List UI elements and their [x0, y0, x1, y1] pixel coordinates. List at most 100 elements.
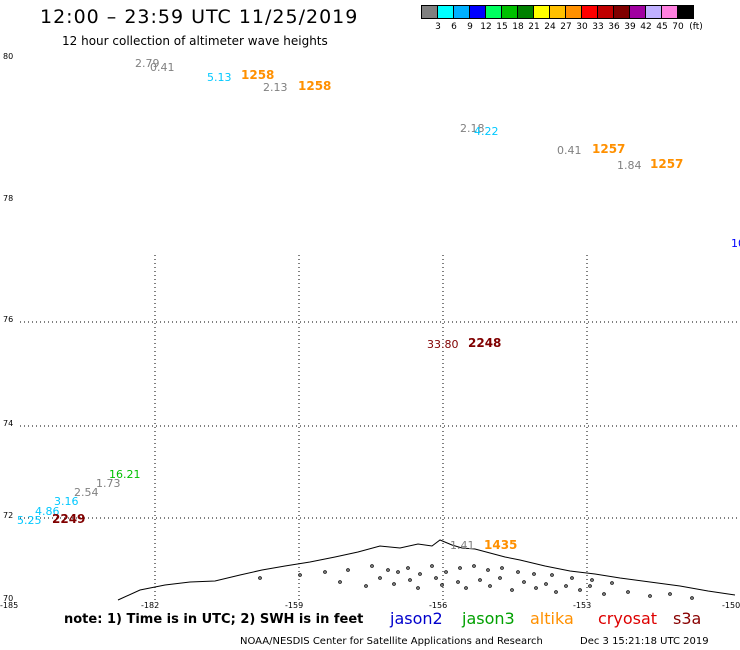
pass-time-label: 1258 — [298, 79, 332, 93]
lake-mark — [550, 573, 554, 577]
longitude-label: -185 — [0, 601, 19, 610]
legend-label: 33 — [592, 22, 604, 32]
lake-mark — [416, 586, 420, 590]
coastal-lakes — [258, 564, 694, 600]
legend-label: 27 — [560, 22, 572, 32]
lake-mark — [522, 580, 526, 584]
latitude-label: 72 — [3, 511, 14, 520]
latitude-label: 78 — [3, 194, 14, 203]
latitude-label: 74 — [3, 419, 14, 428]
legend-swatch — [677, 5, 694, 19]
legend-label: 24 — [544, 22, 556, 32]
satellite-name: jason3 — [462, 609, 515, 628]
lake-mark — [386, 568, 390, 572]
lake-mark — [434, 576, 438, 580]
lake-mark — [510, 588, 514, 592]
lake-mark — [602, 592, 606, 596]
wave-height-value: 2.18 — [460, 122, 485, 135]
wave-height-value: 2.79 — [135, 57, 160, 70]
lake-mark — [648, 594, 652, 598]
lake-mark — [396, 570, 400, 574]
footer-timestamp: Dec 3 15:21:18 UTC 2019 — [580, 636, 709, 647]
pass-time-label: 1435 — [484, 538, 518, 552]
pass-time-label: 2249 — [52, 512, 86, 526]
legend-label: 21 — [528, 22, 540, 32]
longitude-label: -182 — [141, 601, 160, 610]
lake-mark — [406, 566, 410, 570]
wave-height-value: 2.54 — [74, 486, 99, 499]
wave-height-value: 4.22 — [474, 125, 499, 138]
lake-mark — [464, 586, 468, 590]
lake-mark — [532, 572, 536, 576]
lake-mark — [588, 584, 592, 588]
lake-mark — [534, 586, 538, 590]
lake-mark — [370, 564, 374, 568]
lake-mark — [478, 578, 482, 582]
lake-mark — [323, 570, 327, 574]
map-title: 12:00 – 23:59 UTC 11/25/2019 — [40, 6, 359, 28]
longitude-label: -159 — [285, 601, 304, 610]
lat-lon-grid — [20, 255, 740, 600]
wave-height-value: 5.25 — [17, 514, 42, 527]
footer-credit: NOAA/NESDIS Center for Satellite Applica… — [240, 636, 543, 647]
wave-height-value: 16.21 — [109, 468, 141, 481]
legend-label: 12 — [480, 22, 492, 32]
lake-mark — [486, 568, 490, 572]
lake-mark — [378, 576, 382, 580]
lake-mark — [364, 584, 368, 588]
wave-height-value: 5.13 — [207, 71, 232, 84]
satellite-name: altika — [530, 609, 574, 628]
lake-mark — [472, 564, 476, 568]
wave-height-value: 1.41 — [450, 539, 475, 552]
latitude-label: 76 — [3, 315, 14, 324]
legend-label: 39 — [624, 22, 636, 32]
lake-mark — [346, 568, 350, 572]
lake-mark — [458, 566, 462, 570]
lake-mark — [444, 570, 448, 574]
color-legend — [421, 5, 694, 19]
legend-label: 15 — [496, 22, 508, 32]
wave-height-value: 33.80 — [427, 338, 459, 351]
lake-mark — [488, 584, 492, 588]
wave-height-value: 1.73 — [96, 477, 121, 490]
legend-label: 9 — [467, 22, 473, 32]
lake-mark — [440, 583, 444, 587]
pass-time-label: 1258 — [241, 68, 275, 82]
pass-time-label: 1257 — [650, 157, 684, 171]
satellite-name: jason2 — [390, 609, 443, 628]
legend-label: 45 — [656, 22, 668, 32]
lake-mark — [668, 592, 672, 596]
wave-height-value: 3.16 — [54, 495, 79, 508]
lake-mark — [610, 581, 614, 585]
lake-mark — [498, 576, 502, 580]
longitude-label: -150 — [722, 601, 740, 610]
wave-height-value: 4.86 — [35, 505, 60, 518]
lake-mark — [554, 590, 558, 594]
lake-mark — [578, 588, 582, 592]
legend-label: 30 — [576, 22, 588, 32]
wave-height-value: 0.41 — [557, 144, 582, 157]
legend-label: 42 — [640, 22, 652, 32]
alaska-coastline — [117, 539, 736, 601]
coastline-path — [117, 539, 736, 601]
lake-mark — [590, 578, 594, 582]
latitude-label: 70 — [3, 594, 14, 603]
lake-mark — [456, 580, 460, 584]
legend-label: 3 — [435, 22, 441, 32]
lake-mark — [500, 566, 504, 570]
units-note: note: 1) Time is in UTC; 2) SWH is in fe… — [64, 612, 364, 627]
lake-mark — [516, 570, 520, 574]
lake-mark — [408, 578, 412, 582]
legend-label: 36 — [608, 22, 620, 32]
wave-height-value: 2.13 — [263, 81, 288, 94]
pass-time-label: 1257 — [592, 142, 626, 156]
satellite-name: s3a — [673, 609, 702, 628]
lake-mark — [258, 576, 262, 580]
lake-mark — [570, 576, 574, 580]
latitude-label: 80 — [3, 52, 14, 61]
legend-label: 18 — [512, 22, 524, 32]
lake-mark — [338, 580, 342, 584]
lake-mark — [690, 596, 694, 600]
wave-height-value: 1.84 — [617, 159, 642, 172]
lake-mark — [430, 564, 434, 568]
